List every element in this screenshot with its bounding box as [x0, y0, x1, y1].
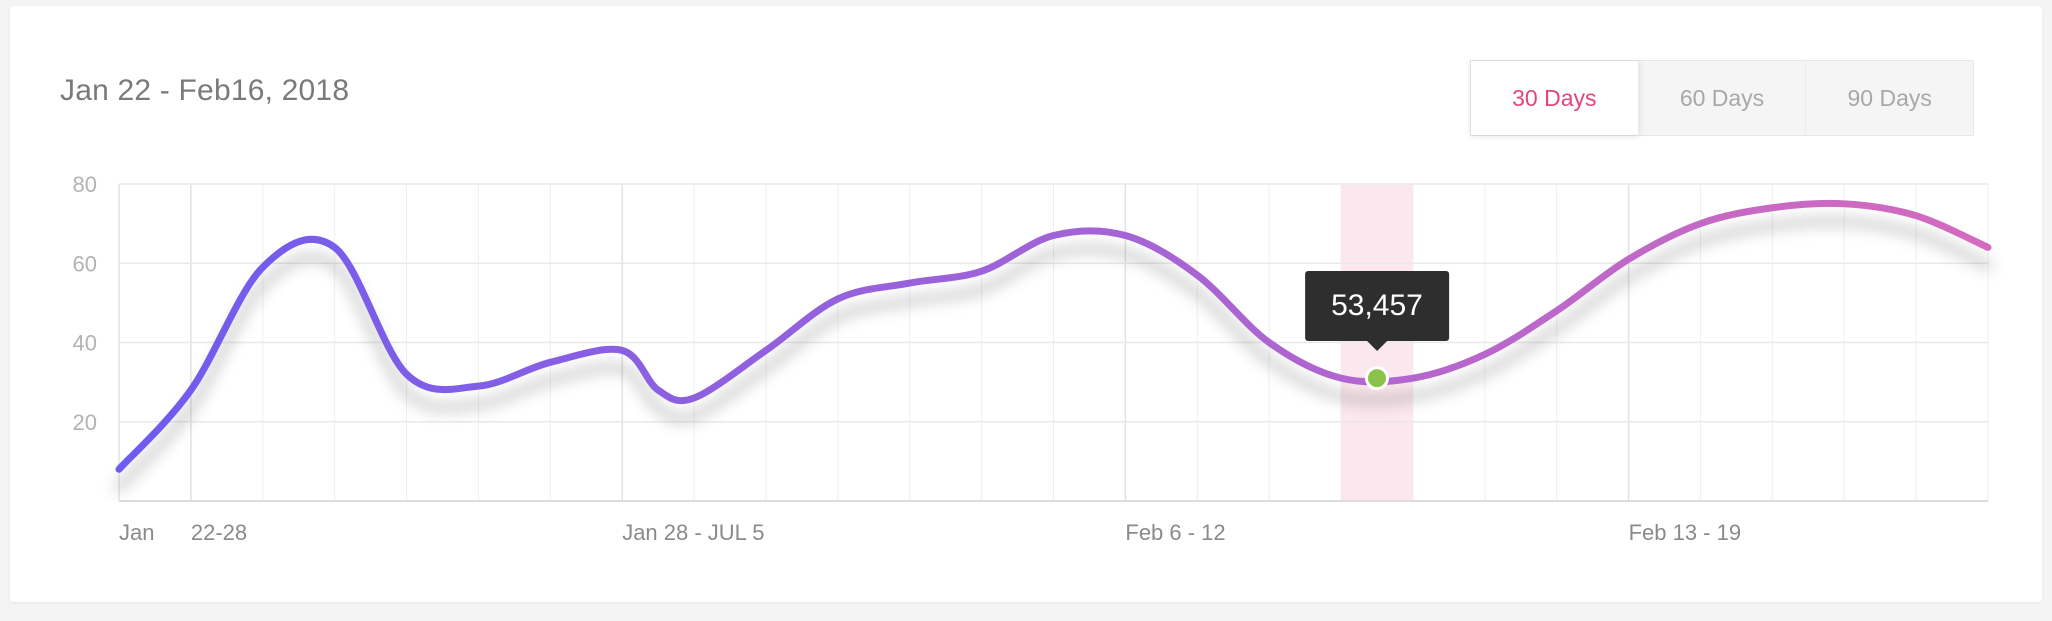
- y-tick-label: 80: [73, 172, 97, 197]
- series-line-shadow: [114, 216, 1993, 493]
- value-tooltip: 53,457: [1305, 271, 1449, 352]
- date-range-title: Jan 22 - Feb16, 2018: [60, 74, 350, 107]
- range-90-days-button[interactable]: 90 Days: [1847, 84, 1932, 111]
- y-tick-label: 60: [73, 251, 97, 276]
- range-60-days-button[interactable]: 60 Days: [1639, 61, 1807, 135]
- series-line: [115, 199, 1992, 473]
- x-tick-label: Feb 13 - 19: [1629, 520, 1742, 545]
- x-tick-label: Jan 28 - JUL 5: [622, 520, 764, 545]
- y-tick-label: 20: [73, 410, 97, 435]
- range-30-days-button[interactable]: 30 Days: [1471, 61, 1639, 135]
- y-tick-label: 40: [73, 331, 97, 356]
- x-tick-label: Jan: [119, 520, 154, 545]
- range-selector: 30 Days 60 Days 90 Days: [1470, 60, 1974, 136]
- x-tick-label: 22-28: [191, 520, 247, 545]
- x-tick-label: Feb 6 - 12: [1125, 520, 1225, 545]
- data-point-marker: [1367, 369, 1386, 388]
